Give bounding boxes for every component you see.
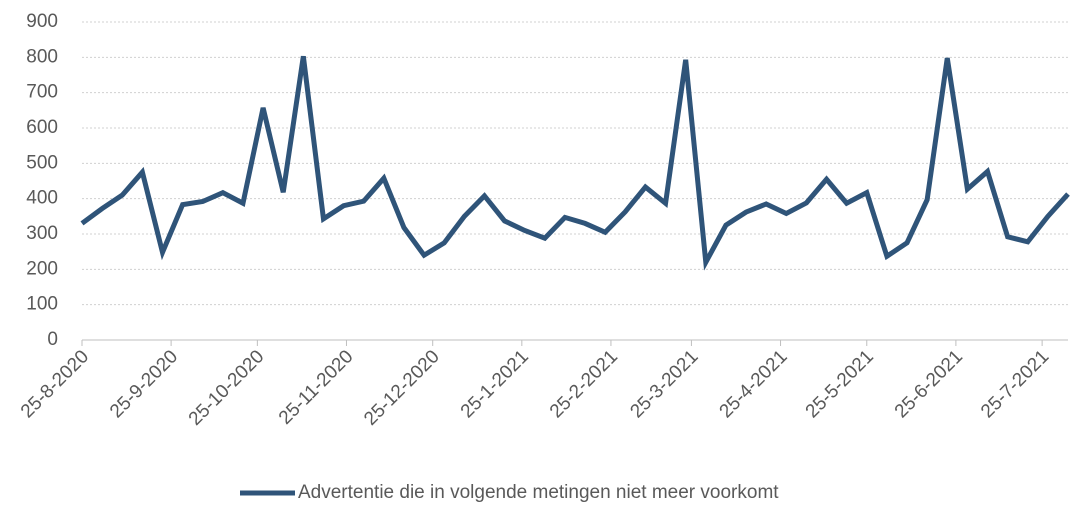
y-tick-label: 300 (26, 223, 58, 244)
x-tick-label: 25-2-2021 (546, 346, 622, 422)
y-tick-label: 0 (47, 329, 58, 350)
x-tick-label: 25-9-2020 (106, 346, 182, 422)
x-tick-label: 25-1-2021 (457, 346, 533, 422)
y-tick-label: 900 (26, 11, 58, 32)
x-tick-label: 25-7-2021 (977, 346, 1053, 422)
y-tick-label: 600 (26, 117, 58, 138)
y-tick-label: 400 (26, 188, 58, 209)
x-tick-label: 25-8-2020 (17, 346, 93, 422)
x-tick-label: 25-11-2020 (275, 346, 358, 429)
x-tick-label: 25-5-2021 (802, 346, 878, 422)
y-tick-label: 700 (26, 82, 58, 103)
x-tick-label: 25-4-2021 (716, 346, 792, 422)
y-tick-label: 200 (26, 258, 58, 279)
x-tick-label: 25-6-2021 (891, 346, 967, 422)
legend-label: Advertentie die in volgende metingen nie… (298, 482, 779, 503)
data-line (80, 55, 1070, 271)
x-tick-label: 25-10-2020 (185, 346, 269, 430)
y-tick-label: 100 (26, 294, 58, 315)
x-tick-label: 25-12-2020 (360, 346, 444, 430)
x-tick-label: 25-3-2021 (626, 346, 702, 422)
y-tick-label: 500 (26, 152, 58, 173)
y-tick-label: 800 (26, 46, 58, 67)
